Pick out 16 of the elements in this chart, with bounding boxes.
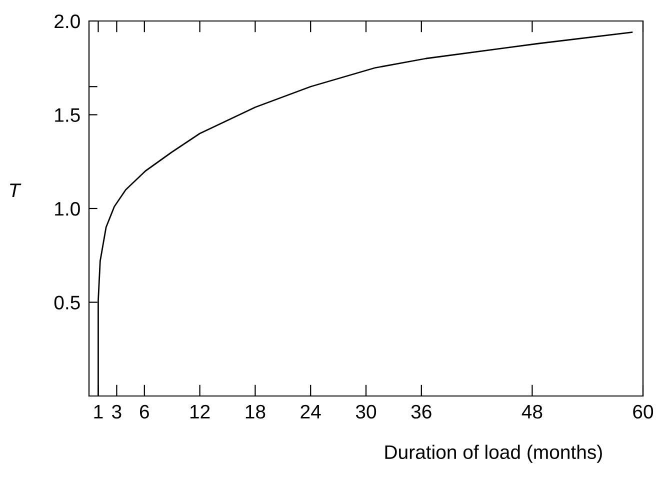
x-tick-label: 12: [190, 404, 210, 418]
y-tick-label: 1.5: [55, 108, 80, 122]
x-tick-label: 60: [633, 404, 654, 419]
x-tick-label: 6: [140, 404, 149, 419]
x-axis-title: Duration of load (months): [385, 444, 602, 463]
y-tick-label: 0.5: [54, 296, 80, 310]
y-tick-label: 1.0: [55, 202, 80, 216]
x-tick-label: 3: [112, 404, 122, 419]
x-tick-label: 1: [94, 405, 103, 418]
x-tick-label: 18: [246, 404, 266, 419]
x-tick-label: 36: [411, 404, 432, 419]
x-tick-label: 30: [356, 404, 376, 419]
x-tick-label: 48: [522, 404, 542, 419]
x-tick-label: 24: [300, 404, 321, 418]
y-axis-title: T: [10, 184, 22, 197]
y-tick-label: 2.0: [54, 14, 80, 28]
